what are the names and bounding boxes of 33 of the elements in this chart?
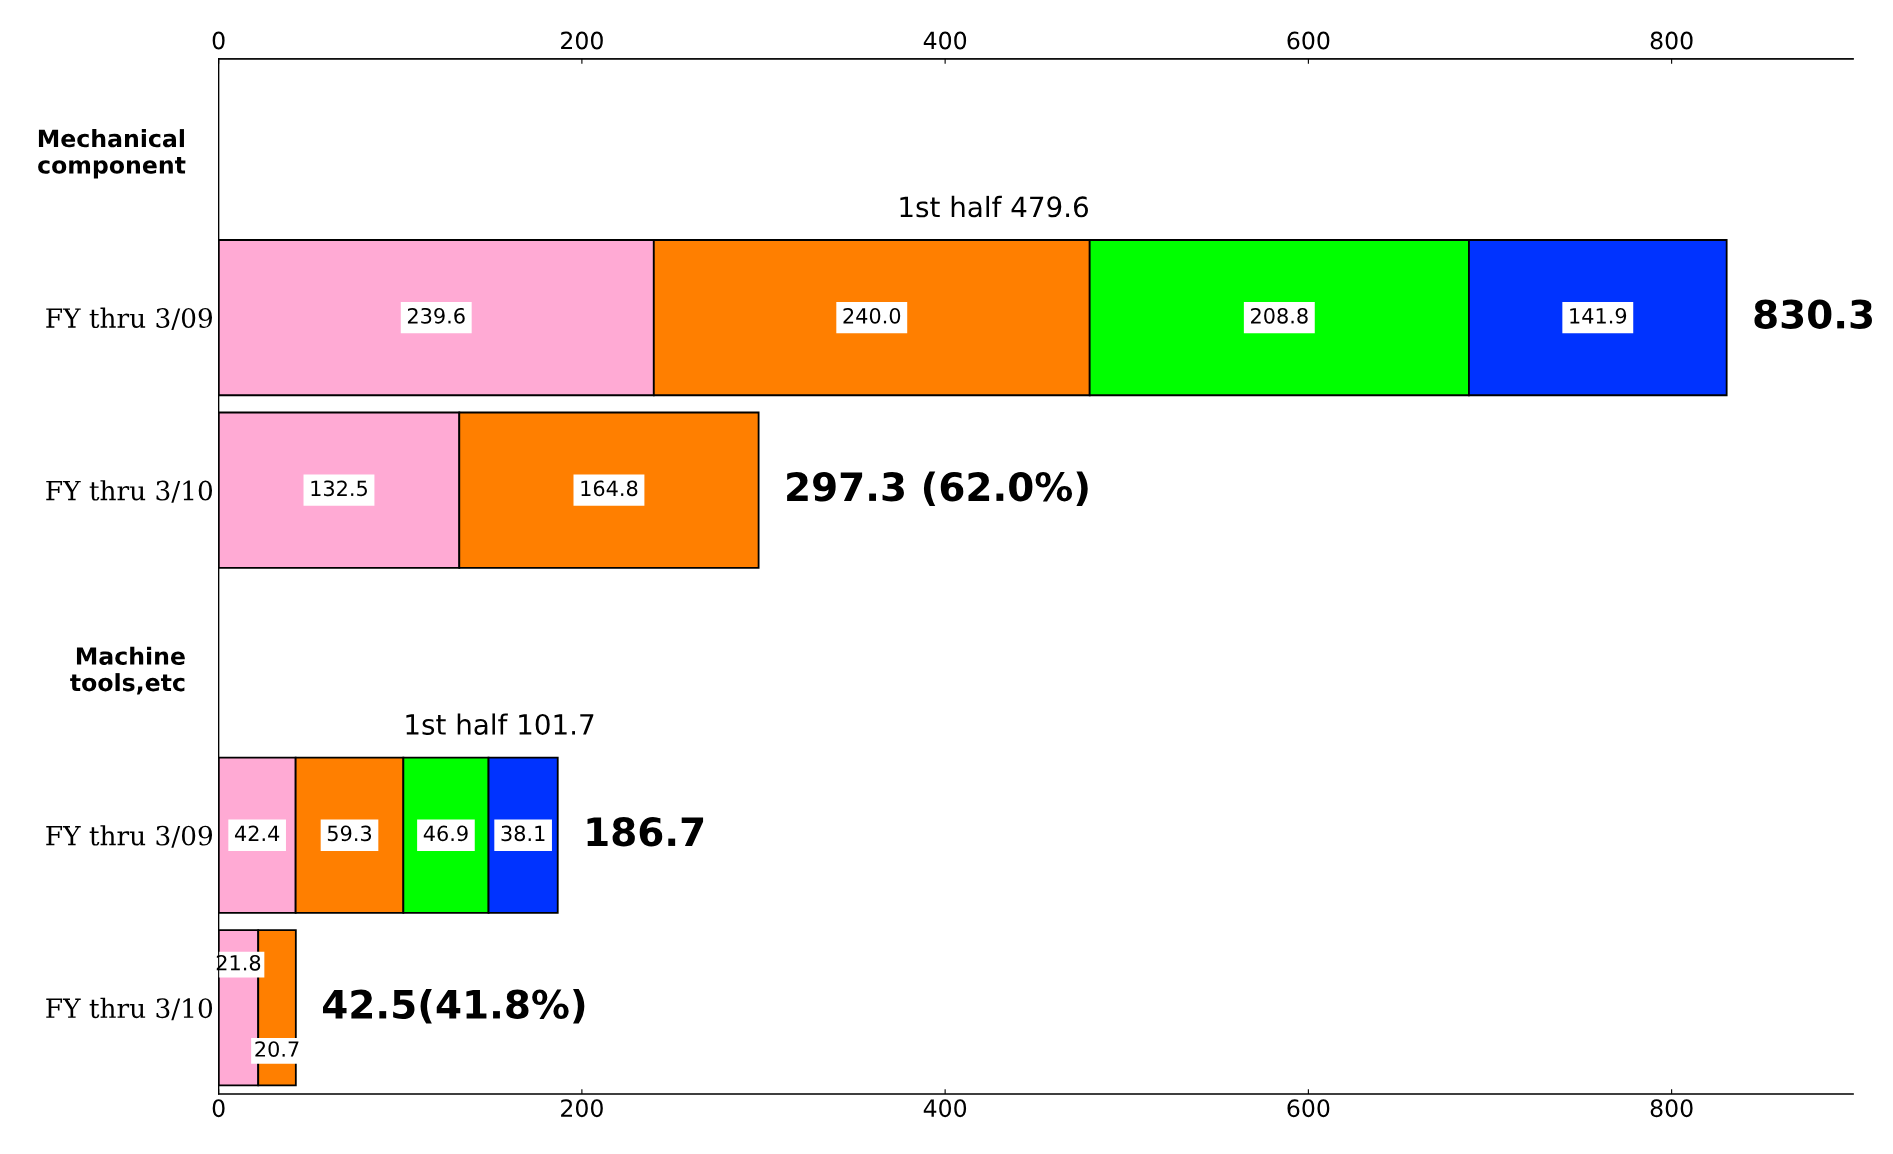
data-label: 141.9 [1570,307,1627,324]
x-tick-label: 400 [923,1099,967,1118]
total-label: 297.3 (62.0%) [787,471,1088,507]
x-tick-label: 0 [212,1099,225,1118]
x2-tick-label: 600 [1287,31,1330,50]
data-label: 239.6 [407,307,465,324]
x2-tick-label: 800 [1650,31,1693,50]
data-label: 20.7 [255,1041,299,1057]
x-tick-label: 200 [561,1099,603,1118]
total-label: 186.7 [587,817,704,847]
data-label: 208.8 [1251,307,1308,324]
x2-tick-label: 200 [561,31,603,50]
data-label: 38.1 [501,825,545,842]
data-label: 59.3 [327,825,372,842]
annotation: 1st half 101.7 [406,713,594,735]
x-tick-label: 800 [1650,1099,1693,1118]
annotation: 1st half 479.6 [900,195,1088,218]
x2-tick-label: 0 [212,31,225,50]
data-label: 164.8 [581,480,638,497]
total-label: 42.5(41.8%) [323,988,585,1024]
text: Machine tools,etc [70,646,185,695]
x-tick-label: 600 [1287,1099,1330,1118]
y-tick-label: FY thru 3/09 [46,307,212,331]
total-label: 830.3 [1754,299,1872,329]
text: Mechanical component [38,129,186,179]
data-label: 42.4 [234,825,280,841]
data-label: 46.9 [423,825,468,842]
y-tick-label: FY thru 3/10 [46,997,213,1021]
y-tick-label: FY thru 3/09 [46,825,212,848]
x2-tick-label: 400 [923,31,967,50]
y-tick-label: FY thru 3/10 [46,480,213,503]
data-label: 240.0 [843,307,901,324]
data-label: 132.5 [311,480,367,497]
